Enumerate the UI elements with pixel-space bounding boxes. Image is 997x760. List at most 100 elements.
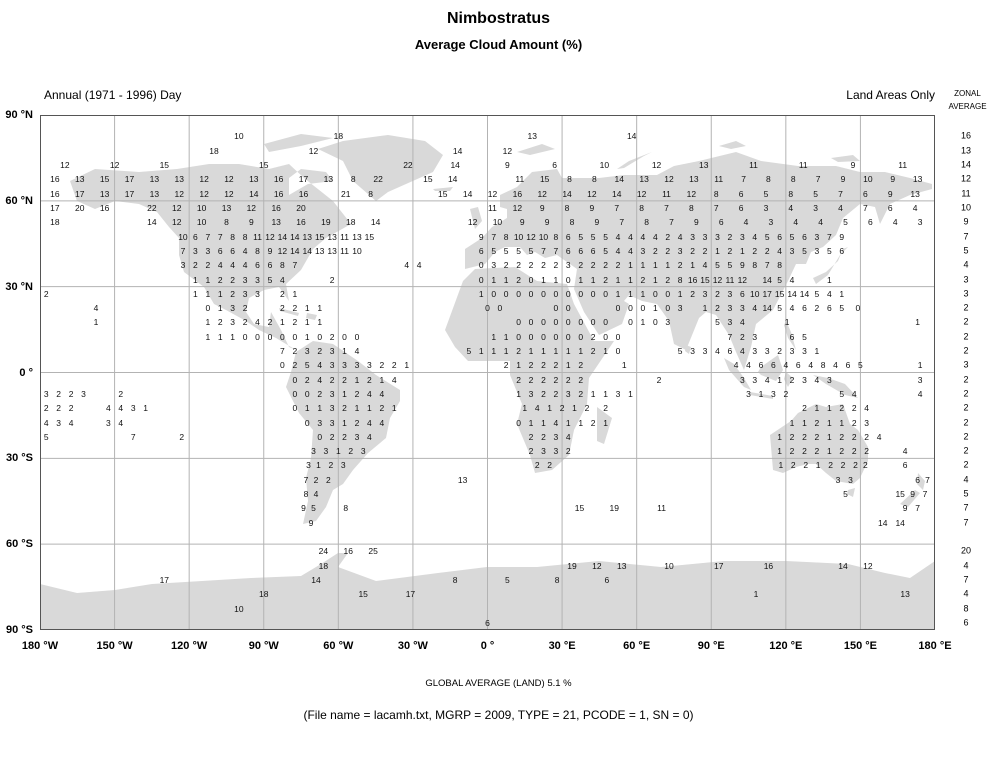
y-tick-label: 60 °N	[5, 194, 33, 207]
cell-value: 8	[777, 259, 782, 270]
cell-value: 1	[758, 388, 764, 399]
cell-value: 0	[565, 331, 571, 342]
cell-value: 1	[621, 360, 627, 371]
cell-value: 6	[867, 217, 873, 228]
cell-value: 1	[205, 317, 211, 328]
cell-value: 6	[789, 331, 795, 342]
cell-value: 2	[603, 259, 608, 270]
cell-value: 9	[840, 174, 846, 185]
cell-value: 0	[541, 288, 546, 299]
cell-value: 2	[317, 388, 323, 399]
cell-value: 4	[808, 360, 814, 371]
cell-value: 8	[343, 503, 349, 514]
cell-value: 3	[360, 445, 366, 456]
cell-value: 1	[615, 274, 621, 285]
cell-value: 1	[342, 417, 347, 428]
cell-value: 8	[639, 202, 644, 213]
cell-value: 0	[615, 331, 621, 342]
cell-value: 0	[565, 288, 571, 299]
cell-value: 7	[727, 331, 733, 342]
cell-value: 0	[478, 274, 484, 285]
cell-value: 6	[230, 245, 236, 256]
cell-value: 0	[553, 317, 559, 328]
cell-value: 14	[838, 560, 848, 571]
cell-value: 2	[814, 417, 820, 428]
cell-value: 2	[553, 388, 559, 399]
cell-value: 3	[329, 388, 335, 399]
cell-value: 5	[491, 245, 497, 256]
cell-value: 0	[578, 317, 584, 328]
cell-value: 1	[777, 374, 782, 385]
cell-value: 1	[590, 388, 596, 399]
cell-value: 2	[354, 417, 360, 428]
cell-value: 1	[665, 259, 671, 270]
cell-value: 5	[311, 503, 316, 514]
cell-value: 12	[651, 159, 662, 170]
cell-value: 1	[628, 388, 633, 399]
cell-value: 2	[342, 431, 347, 442]
cell-value: 1	[304, 302, 310, 313]
cell-value: 1	[491, 274, 497, 285]
cell-value: 3	[848, 474, 853, 485]
cell-value: 20	[296, 202, 306, 213]
cell-value: 0	[242, 331, 248, 342]
x-tick-label: 90 °W	[248, 640, 279, 652]
cell-value: 15	[159, 159, 170, 170]
cell-value: 1	[778, 460, 784, 471]
cell-value: 0	[628, 317, 633, 328]
cell-value: 2	[839, 403, 845, 413]
cell-value: 5	[727, 259, 733, 270]
cell-value: 16	[687, 274, 698, 285]
cell-value: 4	[118, 417, 124, 428]
cell-value: 1	[317, 317, 323, 328]
page-title: Nimbostratus	[446, 10, 551, 27]
cell-value: 14	[452, 145, 463, 156]
cell-value: 2	[727, 245, 733, 256]
cell-value: 0	[516, 317, 521, 328]
zonal-value: 2	[963, 445, 969, 456]
cell-value: 5	[814, 288, 820, 299]
cell-value: 13	[221, 202, 232, 213]
cell-value: 9	[308, 517, 314, 528]
cell-value: 1	[826, 403, 832, 413]
cell-value: 0	[485, 302, 490, 313]
cell-value: 12	[487, 188, 498, 199]
cell-value: 3	[329, 345, 335, 356]
cell-value: 7	[180, 245, 186, 256]
zonal-value: 2	[963, 345, 969, 356]
cell-value: 9	[301, 503, 306, 514]
cell-value: 22	[403, 159, 413, 170]
cell-value: 12	[199, 188, 209, 199]
cell-value: 8	[303, 488, 309, 499]
cell-value: 2	[802, 445, 807, 456]
cell-value: 14	[612, 188, 622, 199]
cell-value: 7	[614, 202, 620, 213]
x-tick-label: 30 °E	[548, 640, 576, 652]
cell-value: 3	[752, 374, 758, 385]
cell-value: 4	[416, 259, 422, 270]
cell-value: 4	[876, 431, 882, 442]
cell-value: 4	[367, 388, 372, 399]
cell-value: 13	[99, 188, 110, 199]
cell-value: 11	[657, 503, 666, 514]
cell-value: 1	[640, 317, 646, 328]
grid-values-layer: 10 18 13 14 18 12 14 12 12 12 15 15 22 14 9 6 10 12 13 11 11…	[40, 115, 935, 630]
cell-value: 5	[603, 245, 608, 256]
cell-value: 12	[526, 231, 536, 242]
cell-value: 8	[452, 574, 458, 585]
cell-value: 4	[814, 374, 820, 385]
cell-value: 3	[255, 288, 260, 299]
cell-value: 2	[764, 245, 770, 256]
cell-value: 0	[541, 331, 546, 342]
cell-value: 1	[522, 403, 528, 413]
cell-value: 4	[391, 374, 397, 385]
cell-value: 2	[553, 259, 559, 270]
cell-value: 2	[677, 259, 683, 270]
cell-value: 2	[584, 403, 590, 413]
cell-value: 6	[217, 245, 223, 256]
zonal-value: 2	[963, 374, 969, 385]
cell-value: 0	[317, 331, 323, 342]
x-tick-label: 180 °E	[918, 640, 952, 652]
cell-value: 4	[379, 388, 385, 399]
cell-value: 7	[130, 431, 136, 442]
